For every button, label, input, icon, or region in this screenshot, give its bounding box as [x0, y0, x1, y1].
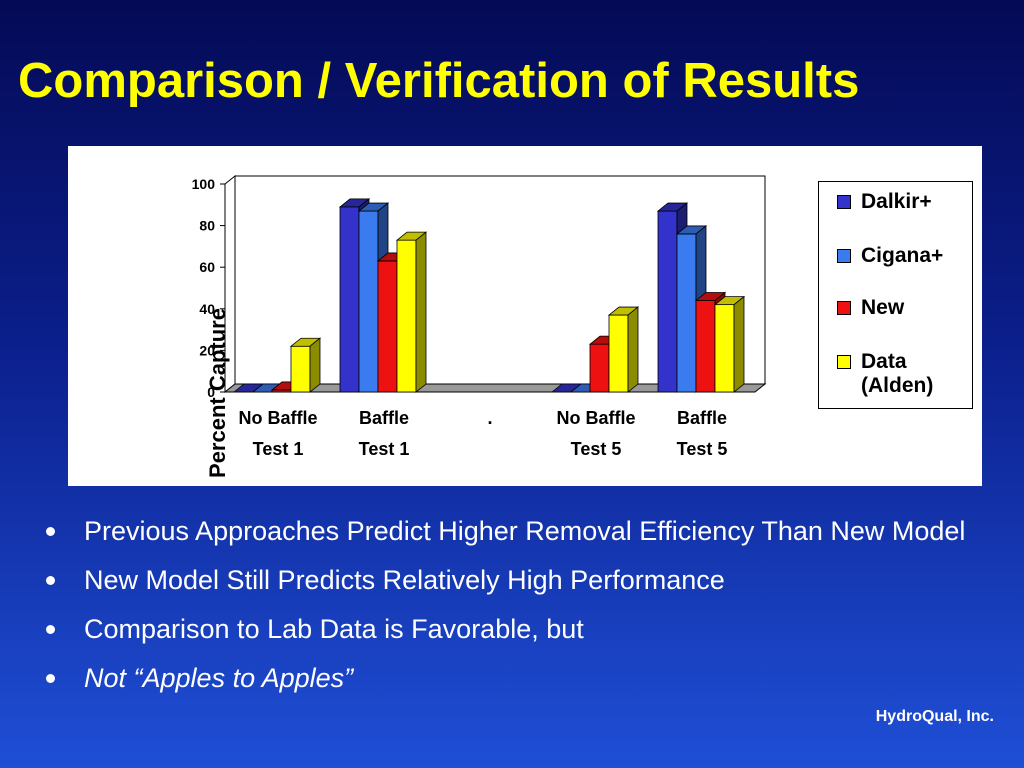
y-tick-label: 0: [207, 384, 215, 400]
y-tick-label: 40: [199, 301, 215, 317]
x-category-label: Test 5: [571, 439, 622, 459]
bullet-item: Comparison to Lab Data is Favorable, but: [42, 612, 1002, 646]
legend-label-data-line1: Data: [861, 350, 907, 373]
y-tick-label: 80: [199, 218, 215, 234]
y-axis-label: Percent Capture: [205, 308, 230, 478]
bullet-dot: [46, 674, 55, 683]
bullet-text: New Model Still Predicts Relatively High…: [84, 565, 725, 595]
bar-front: [339, 206, 360, 393]
bullet-dot: [46, 625, 55, 634]
x-category-label: No Baffle: [238, 408, 317, 428]
y-tick-label: 100: [192, 176, 216, 192]
bullet-item: Previous Approaches Predict Higher Remov…: [42, 514, 1002, 548]
y-tick-label: 20: [199, 342, 215, 358]
bar-side: [309, 337, 321, 393]
bar-front: [676, 233, 697, 393]
bar-side: [733, 295, 745, 393]
bar-front: [358, 210, 379, 393]
legend-swatch-data-alden: [837, 355, 851, 369]
bar-front: [608, 314, 629, 393]
bullet-text: Comparison to Lab Data is Favorable, but: [84, 614, 584, 644]
legend-label-new: New: [861, 296, 905, 319]
footer-company: HydroQual, Inc.: [875, 708, 994, 725]
legend-label-cigana: Cigana+: [861, 244, 944, 267]
legend-swatch-cigana: [837, 249, 851, 263]
bullet-list: Previous Approaches Predict Higher Remov…: [42, 514, 1002, 710]
bullet-dot: [46, 576, 55, 585]
bullet-dot: [46, 527, 55, 536]
bar-side: [415, 231, 427, 393]
bullet-text: Not “Apples to Apples”: [84, 663, 354, 693]
legend-label-data-line2: (Alden): [861, 374, 934, 397]
y-tick-label: 60: [199, 259, 215, 275]
legend-label-data-alden: Data (Alden): [861, 350, 933, 398]
bullet-item: New Model Still Predicts Relatively High…: [42, 563, 1002, 597]
legend-swatch-new: [837, 301, 851, 315]
slide-title: Comparison / Verification of Results: [18, 54, 860, 108]
x-category-label: Test 1: [359, 439, 410, 459]
bar-front: [714, 304, 735, 393]
bar-front: [396, 239, 417, 393]
x-category-label: Test 1: [253, 439, 304, 459]
bar-chart: 0 20 40 60 80 100 No Baffle Test 1 Baffle Test 1.…: [192, 174, 767, 459]
x-category-label: Baffle: [677, 408, 727, 428]
bullet-item: Not “Apples to Apples”: [42, 661, 1002, 695]
x-category-label: Test 5: [677, 439, 728, 459]
bar-side: [627, 306, 639, 393]
bar-front: [657, 210, 678, 393]
x-category-label: .: [487, 408, 492, 428]
bar-front: [589, 343, 610, 393]
bar-front: [377, 260, 398, 393]
bullet-text: Previous Approaches Predict Higher Remov…: [84, 516, 966, 546]
bar-front: [290, 345, 311, 393]
x-category-label: Baffle: [359, 408, 409, 428]
x-category-label: No Baffle: [556, 408, 635, 428]
chart-legend: Dalkir+ Cigana+ New Data (Alden): [818, 181, 973, 409]
legend-swatch-dalkir: [837, 195, 851, 209]
bar-front: [695, 300, 716, 393]
legend-label-dalkir: Dalkir+: [861, 190, 932, 213]
